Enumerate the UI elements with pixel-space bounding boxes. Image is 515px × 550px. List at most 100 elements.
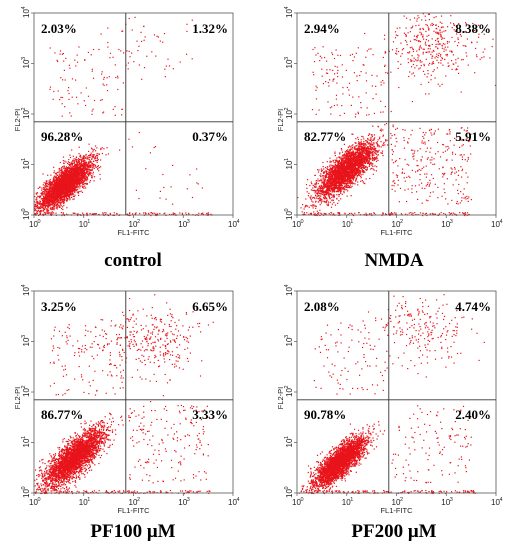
data-point: [56, 181, 58, 183]
data-point: [64, 175, 66, 177]
data-point: [141, 78, 143, 80]
data-point: [358, 147, 360, 149]
data-point: [61, 184, 63, 186]
data-point: [78, 175, 80, 177]
data-point: [79, 173, 81, 175]
data-point: [362, 142, 364, 144]
data-point: [57, 189, 59, 191]
data-point: [63, 186, 65, 188]
data-point: [335, 164, 337, 167]
data-point: [42, 210, 44, 212]
data-point: [186, 53, 188, 55]
data-point: [65, 57, 67, 59]
data-point: [67, 179, 69, 181]
y-tick-exponent: 0: [21, 208, 27, 211]
data-point: [86, 213, 88, 215]
data-point: [83, 162, 85, 164]
data-point: [107, 41, 109, 44]
data-point: [59, 184, 61, 186]
data-point: [75, 189, 77, 191]
data-point: [50, 213, 52, 215]
data-point: [72, 173, 74, 175]
data-point: [103, 148, 105, 150]
data-point: [92, 77, 95, 79]
data-point: [322, 175, 324, 177]
data-point: [37, 211, 39, 213]
data-point: [79, 167, 81, 169]
data-point: [85, 187, 87, 189]
data-point: [392, 126, 394, 128]
data-point: [73, 212, 75, 214]
data-point: [69, 67, 71, 69]
data-point: [57, 183, 60, 185]
data-point: [92, 163, 94, 165]
data-point: [58, 190, 60, 192]
data-point: [172, 203, 174, 205]
data-point: [64, 181, 67, 183]
data-point: [85, 104, 87, 107]
data-point: [94, 164, 96, 166]
data-point: [68, 176, 70, 178]
data-point: [66, 200, 68, 202]
data-point: [58, 171, 60, 173]
data-point: [73, 178, 75, 180]
data-point: [83, 160, 85, 162]
data-point: [317, 195, 319, 197]
x-tick-label: 10: [29, 220, 38, 229]
data-point: [55, 198, 57, 201]
data-point: [69, 112, 71, 114]
data-point: [66, 171, 68, 173]
data-point: [71, 185, 73, 187]
data-point: [34, 207, 36, 209]
data-point: [64, 199, 66, 201]
data-point: [59, 168, 61, 170]
data-point: [337, 190, 339, 193]
data-point: [70, 182, 72, 184]
x-tick-label: 10: [178, 220, 187, 229]
data-point: [71, 177, 73, 180]
data-point: [126, 50, 128, 52]
data-point: [68, 98, 70, 100]
data-point: [330, 206, 333, 208]
data-point: [39, 195, 41, 197]
data-point: [76, 175, 78, 177]
data-point: [367, 150, 369, 152]
data-point: [45, 182, 47, 185]
data-point: [69, 186, 71, 188]
data-point: [315, 186, 317, 188]
data-point: [68, 162, 70, 164]
data-point: [338, 195, 340, 197]
data-point: [71, 179, 74, 182]
data-point: [341, 157, 344, 159]
data-point: [52, 180, 54, 182]
data-point: [76, 186, 78, 188]
data-point: [82, 183, 84, 185]
data-point: [54, 200, 56, 202]
data-point: [79, 182, 81, 184]
data-point: [47, 194, 49, 196]
data-point: [327, 195, 330, 197]
data-point: [49, 184, 51, 186]
data-point: [70, 178, 72, 180]
data-point: [139, 212, 141, 215]
data-point: [94, 176, 96, 178]
data-point: [100, 148, 102, 151]
data-point: [373, 143, 375, 145]
data-point: [45, 206, 47, 208]
data-point: [66, 181, 68, 183]
data-point: [303, 208, 305, 210]
data-point: [186, 188, 188, 190]
data-point: [57, 193, 59, 195]
data-point: [77, 171, 79, 173]
data-point: [379, 138, 381, 140]
data-point: [105, 212, 107, 214]
data-point: [86, 162, 88, 164]
data-point: [324, 190, 326, 193]
data-point: [115, 76, 117, 79]
data-point: [42, 184, 44, 186]
data-point: [55, 172, 57, 174]
data-point: [381, 150, 384, 152]
data-point: [317, 178, 319, 180]
data-point: [86, 169, 88, 171]
data-point: [355, 180, 357, 182]
